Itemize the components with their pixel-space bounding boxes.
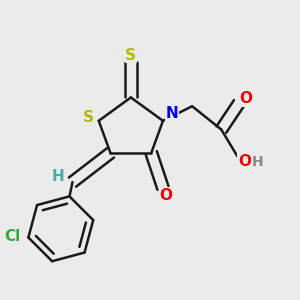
Text: O: O (238, 154, 251, 169)
Text: H: H (52, 169, 64, 184)
Text: O: O (240, 92, 253, 106)
Text: Cl: Cl (4, 229, 20, 244)
Text: O: O (159, 188, 172, 203)
Text: S: S (125, 48, 136, 63)
Text: H: H (252, 155, 264, 169)
Text: N: N (165, 106, 178, 121)
Text: S: S (83, 110, 94, 125)
